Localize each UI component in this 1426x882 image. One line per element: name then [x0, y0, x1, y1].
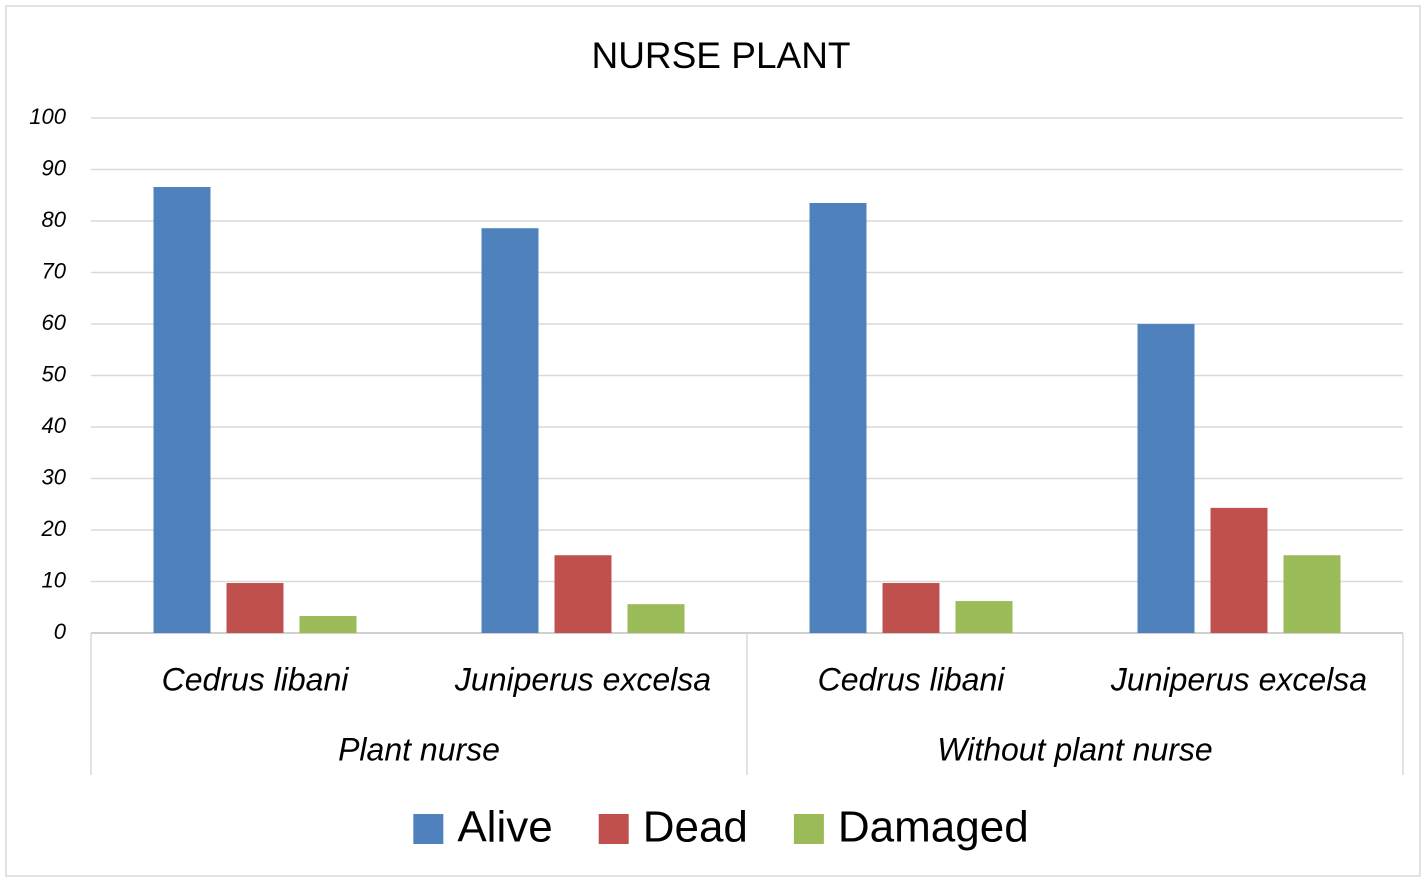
bar — [1137, 324, 1195, 633]
legend-swatch — [413, 814, 444, 844]
bar — [627, 604, 685, 633]
x-tick-label: Juniperus excelsa — [454, 661, 711, 697]
x-tick-label: Juniperus excelsa — [1110, 661, 1367, 697]
y-tick-label: 90 — [42, 155, 67, 180]
bar — [481, 228, 539, 633]
legend-label: Damaged — [838, 803, 1029, 852]
y-tick-label: 80 — [42, 207, 67, 232]
group-label: Plant nurse — [338, 731, 500, 767]
y-tick-label: 40 — [42, 413, 67, 438]
y-tick-label: 60 — [42, 310, 67, 335]
legend-label: Alive — [457, 803, 552, 852]
chart-title: NURSE PLANT — [591, 35, 850, 76]
bar — [955, 601, 1013, 633]
x-tick-label: Cedrus libani — [818, 661, 1006, 697]
bar — [226, 583, 284, 633]
group-label: Without plant nurse — [937, 731, 1212, 767]
y-tick-label: 10 — [42, 567, 67, 592]
bar — [1210, 507, 1268, 633]
bar — [153, 187, 211, 633]
y-tick-label: 100 — [29, 104, 66, 129]
bar — [809, 202, 867, 633]
y-tick-label: 0 — [54, 619, 67, 644]
y-tick-label: 70 — [42, 258, 67, 283]
legend-swatch — [793, 814, 824, 844]
y-tick-label: 50 — [42, 361, 67, 386]
bar — [882, 583, 940, 633]
y-tick-label: 20 — [41, 516, 67, 541]
bar — [1283, 555, 1341, 633]
y-tick-label: 30 — [42, 464, 67, 489]
bar — [299, 616, 357, 633]
x-tick-label: Cedrus libani — [162, 661, 350, 697]
bar — [554, 555, 612, 633]
legend-label: Dead — [643, 803, 748, 852]
legend-swatch — [598, 814, 629, 844]
